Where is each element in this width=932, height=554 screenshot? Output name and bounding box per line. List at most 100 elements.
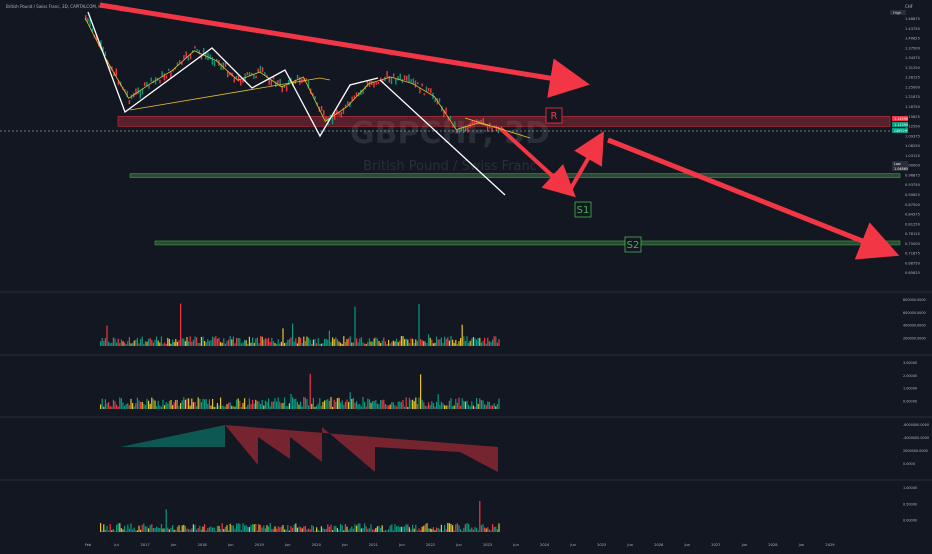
pane-bar xyxy=(213,527,215,532)
pane-bar xyxy=(264,528,266,532)
pane-bar xyxy=(296,401,298,409)
pane-bar xyxy=(247,343,249,346)
candle xyxy=(168,68,170,71)
big-arrow-top[interactable] xyxy=(99,2,590,98)
price-tick-label: 1.43750 xyxy=(905,27,921,31)
pane-bar xyxy=(436,336,438,346)
pane-bar xyxy=(343,336,345,346)
pane-bar xyxy=(213,337,215,346)
pane-bar xyxy=(205,342,207,346)
pane-bar xyxy=(461,398,463,409)
pane-bar xyxy=(239,338,241,346)
pane-bar xyxy=(245,406,247,409)
pane-bar xyxy=(232,336,234,346)
pane-bar xyxy=(399,527,401,532)
pane-bar xyxy=(351,398,353,409)
zone-resistance[interactable] xyxy=(117,116,891,127)
pane-bar xyxy=(469,406,471,409)
pane-bar xyxy=(192,524,194,532)
pane-volume[interactable]: 800000.0000 600000.0000 400000.0000 200000.… xyxy=(100,298,926,346)
candle xyxy=(189,53,192,60)
pane-bar xyxy=(184,525,186,532)
price-tick-label: 0.84375 xyxy=(905,213,920,217)
time-tick-label: Feb xyxy=(85,543,92,547)
pane-bar xyxy=(332,406,334,409)
pane-bar xyxy=(135,339,137,346)
candle xyxy=(187,56,190,61)
pane-bar xyxy=(132,343,134,346)
pane-bar xyxy=(490,530,492,532)
pane-bar xyxy=(431,401,433,409)
candle xyxy=(200,54,203,60)
pane-cumulative[interactable]: -6000000.0000 -4000000.0000 2000000.0000 0.… xyxy=(120,423,929,472)
pane-bar xyxy=(400,526,402,532)
pane-oscillator-2[interactable]: 1.00000 0.50000 0.00000 xyxy=(100,486,917,532)
time-axis[interactable]: Feb Jul 2017 Jun 2018 Jun 2019 Jun 2020 Jun 2021 Ju… xyxy=(85,543,835,547)
pane-bar xyxy=(216,403,218,409)
pane-bar xyxy=(128,405,130,409)
pane-oscillator-1[interactable]: 3.00000 2.00000 1.00000 0.00000 xyxy=(100,361,917,409)
pane-bar xyxy=(388,339,390,346)
pane-bar xyxy=(368,338,370,346)
pane-bar xyxy=(488,529,490,532)
pane-bar xyxy=(176,399,178,409)
candle xyxy=(279,78,281,87)
pane-bar xyxy=(418,528,420,532)
pane-bar xyxy=(242,523,244,532)
pane-bar xyxy=(391,341,393,346)
pane-bar xyxy=(140,529,142,532)
pane-bar xyxy=(428,334,430,346)
pane-bar xyxy=(344,524,346,532)
pane-bar xyxy=(255,338,257,346)
pane-bar xyxy=(104,399,106,409)
pane-bar xyxy=(216,525,218,532)
zone-label-support-2[interactable]: S2 xyxy=(624,236,642,253)
pane-bar xyxy=(450,336,452,346)
pane-bar xyxy=(304,525,306,532)
candle xyxy=(491,126,493,133)
pane-bar xyxy=(247,404,249,409)
arrow-to-s1[interactable] xyxy=(498,126,576,198)
pane-bar xyxy=(117,406,119,409)
pane-bar xyxy=(404,339,406,346)
drawings[interactable] xyxy=(87,2,900,260)
pane-bar xyxy=(421,399,423,409)
zone-support-2[interactable] xyxy=(154,240,901,246)
pane-bar xyxy=(117,523,119,532)
price-badge-label: 1.14590 xyxy=(894,117,908,121)
candle xyxy=(410,79,412,83)
pane-bar xyxy=(378,404,380,409)
time-tick-label: 2026 xyxy=(654,543,664,547)
zone-support-1[interactable] xyxy=(129,173,901,178)
pane-bar xyxy=(309,373,311,409)
time-tick-label: 2025 xyxy=(597,543,606,547)
pane-bar xyxy=(476,398,478,409)
time-tick-label: Jun xyxy=(284,543,291,547)
cumulative-area-down xyxy=(225,425,498,472)
pane-bar xyxy=(498,398,500,409)
pane-bar xyxy=(244,339,246,346)
zone-label-resistance[interactable]: R xyxy=(545,107,563,124)
pane-bar xyxy=(173,402,175,409)
big-arrow-down[interactable] xyxy=(607,137,900,260)
pane-bar xyxy=(229,402,231,409)
pane-bar xyxy=(202,336,204,346)
price-axis[interactable]: 1.48875 1.43750 1.40625 1.37500 1.34375 1.312… xyxy=(892,17,921,275)
pane-bar xyxy=(418,303,420,346)
pane-bar xyxy=(175,529,177,532)
pane-bar xyxy=(399,340,401,346)
pane-bar xyxy=(162,528,164,532)
pane-bar xyxy=(365,406,367,409)
pane-bar xyxy=(296,343,298,346)
pane-bar xyxy=(253,342,255,346)
pane-bar xyxy=(276,401,278,409)
pane-bar xyxy=(424,405,426,409)
zone-label-support-1[interactable]: S1 xyxy=(574,201,592,218)
pane-bar xyxy=(183,397,185,409)
arrow-up[interactable] xyxy=(568,131,604,191)
price-tick-label: 0.90625 xyxy=(905,193,920,197)
pane-bar xyxy=(120,398,122,409)
pane-bar xyxy=(130,523,132,532)
